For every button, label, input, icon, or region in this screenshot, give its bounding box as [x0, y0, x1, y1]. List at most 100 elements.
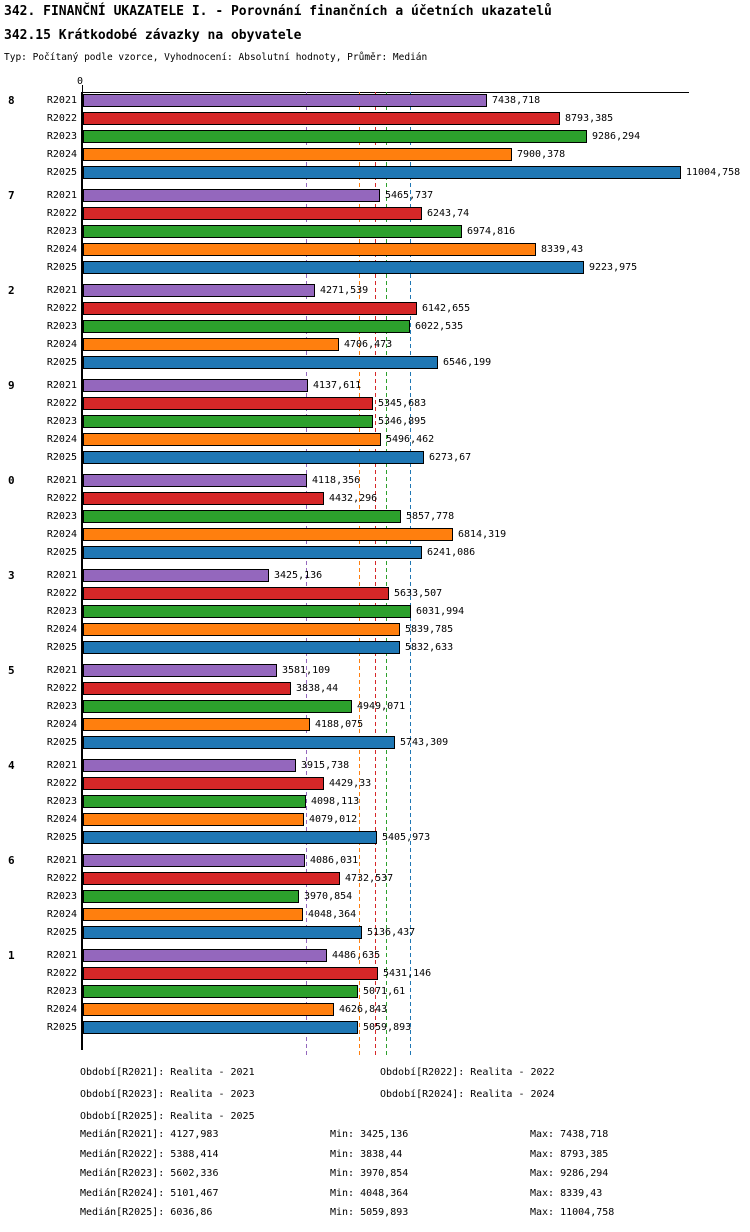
bar-value: 7900,378: [517, 149, 566, 160]
group-label: 7: [8, 189, 15, 202]
bar-value: 5059,893: [363, 1022, 412, 1033]
bar-row: R2023 4949,071: [0, 700, 750, 713]
series-label: R2021: [46, 285, 77, 296]
bar-row: R2022 4732,537: [0, 872, 750, 885]
bar-R2021: [83, 94, 487, 107]
series-label: R2023: [46, 131, 77, 142]
bar-group: 9 R2021 4137,611 R2022 5345,683 R2023 5346,895…: [0, 379, 750, 464]
bar-value: 5071,61: [363, 986, 406, 997]
series-label: R2023: [46, 321, 77, 332]
bar-row: R2021 4118,356: [0, 474, 750, 487]
bar-value: 6241,086: [427, 547, 476, 558]
bar-R2021: [83, 569, 269, 582]
bar-R2024: [83, 338, 339, 351]
bar-row: R2023 3970,854: [0, 890, 750, 903]
group-label: 9: [8, 379, 15, 392]
bar-R2024: [83, 908, 303, 921]
bar-value: 6974,816: [467, 226, 516, 237]
bar-R2024: [83, 623, 400, 636]
bar-row: R2024 5839,785: [0, 623, 750, 636]
group-label: 0: [8, 474, 15, 487]
bar-value: 9286,294: [592, 131, 641, 142]
bar-group: 0 R2021 4118,356 R2022 4432,296 R2023 5857,778…: [0, 474, 750, 559]
bar-value: 4188,075: [315, 719, 364, 730]
series-label: R2022: [46, 208, 77, 219]
series-label: R2021: [46, 190, 77, 201]
bar-row: R2021 4137,611: [0, 379, 750, 392]
series-label: R2023: [46, 891, 77, 902]
group-label: 6: [8, 854, 15, 867]
series-label: R2022: [46, 968, 77, 979]
bar-row: R2024 5496,462: [0, 433, 750, 446]
bar-row: R2025 5136,437: [0, 926, 750, 939]
bar-row: R2023 9286,294: [0, 130, 750, 143]
stat-median: Medián[R2024]: 5101,467: [80, 1187, 219, 1199]
legend-item: Období[R2022]: Realita - 2022: [380, 1067, 555, 1078]
bar-R2021: [83, 759, 296, 772]
series-label: R2022: [46, 873, 77, 884]
legend-item: Období[R2021]: Realita - 2021: [80, 1067, 255, 1078]
bar-row: R2023 5071,61: [0, 985, 750, 998]
bar-row: R2025 9223,975: [0, 261, 750, 274]
bar-R2022: [83, 207, 422, 220]
report-title: 342. FINANČNÍ UKAZATELE I. - Porovnání f…: [4, 4, 552, 19]
series-label: R2023: [46, 701, 77, 712]
series-label: R2024: [46, 719, 77, 730]
bar-R2023: [83, 510, 401, 523]
bar-value: 5496,462: [386, 434, 435, 445]
bar-row: R2024 4048,364: [0, 908, 750, 921]
bar-value: 7438,718: [492, 95, 541, 106]
bar-value: 5431,146: [383, 968, 432, 979]
series-label: R2021: [46, 855, 77, 866]
series-label: R2023: [46, 606, 77, 617]
bar-row: R2021 5465,737: [0, 189, 750, 202]
bar-R2025: [83, 166, 681, 179]
series-label: R2023: [46, 226, 77, 237]
series-label: R2025: [46, 1022, 77, 1033]
series-label: R2024: [46, 624, 77, 635]
legend-item: Období[R2024]: Realita - 2024: [380, 1089, 555, 1100]
bar-value: 6031,994: [416, 606, 465, 617]
bar-R2024: [83, 1003, 334, 1016]
bar-value: 5465,737: [385, 190, 434, 201]
series-label: R2021: [46, 665, 77, 676]
series-label: R2024: [46, 244, 77, 255]
bar-row: R2021 3581,109: [0, 664, 750, 677]
group-label: 5: [8, 664, 15, 677]
bar-row: R2023 5857,778: [0, 510, 750, 523]
bar-value: 4486,635: [332, 950, 381, 961]
stat-min: Min: 3425,136: [330, 1129, 409, 1140]
bar-value: 8339,43: [541, 244, 584, 255]
bar-group: 7 R2021 5465,737 R2022 6243,74 R2023 6974,816 R…: [0, 189, 750, 274]
series-label: R2025: [46, 262, 77, 273]
series-label: R2025: [46, 547, 77, 558]
bar-value: 3915,738: [301, 760, 350, 771]
bar-row: R2024 8339,43: [0, 243, 750, 256]
bar-R2021: [83, 474, 307, 487]
series-label: R2023: [46, 796, 77, 807]
median-line-R2024: [359, 92, 360, 1058]
stat-min: Min: 4048,364: [330, 1187, 409, 1199]
bar-R2022: [83, 682, 291, 695]
bar-R2023: [83, 795, 306, 808]
bar-row: R2022 6243,74: [0, 207, 750, 220]
stat-min: Min: 3838,44: [330, 1148, 403, 1160]
series-label: R2024: [46, 434, 77, 445]
group-label: 4: [8, 759, 15, 772]
bar-value: 4706,473: [344, 339, 393, 350]
bar-row: R2023 6022,535: [0, 320, 750, 333]
stat-max: Max: 7438,718: [530, 1129, 609, 1140]
bar-R2022: [83, 872, 340, 885]
series-label: R2021: [46, 380, 77, 391]
bar-value: 4271,539: [320, 285, 369, 296]
bar-chart: 8 R2021 7438,718 R2022 8793,385 R2023 9286,294…: [0, 94, 750, 1044]
bar-value: 4626,843: [339, 1004, 388, 1015]
bar-R2021: [83, 854, 305, 867]
series-label: R2023: [46, 986, 77, 997]
x-axis-line: [82, 92, 689, 93]
bar-R2025: [83, 356, 438, 369]
bar-row: R2025 6546,199: [0, 356, 750, 369]
bar-R2023: [83, 605, 411, 618]
report-meta: Typ: Počítaný podle vzorce, Vyhodnocení:…: [4, 52, 428, 63]
median-line-R2021: [306, 92, 307, 1058]
